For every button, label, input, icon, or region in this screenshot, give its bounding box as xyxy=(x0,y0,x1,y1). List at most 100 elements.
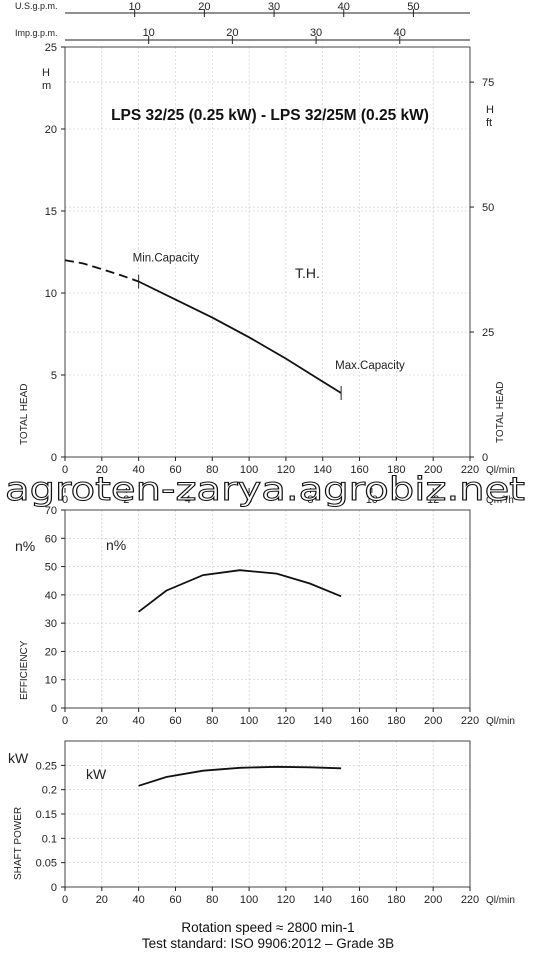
m3h-tick-label: 8 xyxy=(307,494,313,506)
footer-test-standard: Test standard: ISO 9906:2012 – Grade 3B xyxy=(142,936,394,951)
m3h-axis-unit: Qm³/h xyxy=(486,495,514,506)
y-tick-label: 20 xyxy=(45,646,57,658)
x-tick-label: 200 xyxy=(424,715,442,727)
m3h-tick-label: 2 xyxy=(123,494,129,506)
head-curve-label: T.H. xyxy=(295,265,320,281)
usgpm-tick-label: 10 xyxy=(129,1,141,13)
x-tick-label: 80 xyxy=(206,464,218,476)
m3h-tick-label: 6 xyxy=(246,494,252,506)
x-tick-label: 60 xyxy=(169,894,181,906)
efficiency-curve-label: n% xyxy=(106,537,126,553)
head-curve xyxy=(138,280,342,394)
y-tick-label: 20 xyxy=(45,124,57,136)
head-unit-left-h: H xyxy=(42,67,50,79)
y2-tick-label: 75 xyxy=(482,77,494,89)
x-tick-label: 0 xyxy=(62,464,68,476)
y-tick-label: 70 xyxy=(45,505,57,517)
y-tick-label: 0 xyxy=(51,703,57,715)
x-tick-label: 0 xyxy=(62,715,68,727)
x-tick-label: 100 xyxy=(240,715,258,727)
x-tick-label: 220 xyxy=(461,715,479,727)
x-tick-label: 80 xyxy=(206,894,218,906)
min-capacity-label: Min.Capacity xyxy=(133,253,200,265)
y-tick-label: 5 xyxy=(51,370,57,382)
x-axis-unit: Ql/min xyxy=(486,716,515,727)
y-tick-label: 0 xyxy=(51,452,57,464)
x-tick-label: 20 xyxy=(96,715,108,727)
watermark-text: agroten-zarya.agrobiz.net xyxy=(5,470,525,508)
y-tick-label: 15 xyxy=(45,206,57,218)
top-axis-usgpm-label: U.S.g.p.m. xyxy=(15,1,58,11)
x-tick-label: 20 xyxy=(96,464,108,476)
y-tick-label: 25 xyxy=(45,42,57,54)
y-tick-label: 0.05 xyxy=(36,858,57,870)
x-tick-label: 100 xyxy=(240,894,258,906)
head-unit-right-ft: ft xyxy=(486,117,492,129)
footer-rotation-speed: Rotation speed ≈ 2800 min-1 xyxy=(181,920,354,935)
x-tick-label: 180 xyxy=(387,464,405,476)
plot-frame xyxy=(64,46,471,458)
x-tick-label: 220 xyxy=(461,464,479,476)
y-tick-label: 50 xyxy=(45,562,57,574)
x-tick-label: 60 xyxy=(169,715,181,727)
power-ylabel: SHAFT POWER xyxy=(13,807,24,880)
y-tick-label: 0.2 xyxy=(42,785,57,797)
m3h-tick-label: 0 xyxy=(62,494,68,506)
usgpm-tick-label: 30 xyxy=(268,1,280,13)
y-tick-label: 30 xyxy=(45,618,57,630)
power-curve xyxy=(138,765,342,787)
x-tick-label: 140 xyxy=(314,715,332,727)
x-tick-label: 40 xyxy=(133,715,145,727)
head-ylabel-left: TOTAL HEAD xyxy=(19,384,30,446)
m3h-tick-label: 4 xyxy=(185,494,191,506)
usgpm-tick-label: 20 xyxy=(198,1,210,13)
efficiency-curve xyxy=(138,569,342,613)
x-tick-label: 20 xyxy=(96,894,108,906)
x-tick-label: 160 xyxy=(350,464,368,476)
chart-title: LPS 32/25 (0.25 kW) - LPS 32/25M (0.25 k… xyxy=(111,107,429,124)
impgpm-tick-label: 20 xyxy=(226,27,238,39)
y-tick-label: 10 xyxy=(45,288,57,300)
y-tick-label: 10 xyxy=(45,675,57,687)
y2-tick-label: 0 xyxy=(482,452,488,464)
head-ylabel-right: TOTAL HEAD xyxy=(495,382,506,444)
x-tick-label: 160 xyxy=(350,894,368,906)
y2-tick-label: 50 xyxy=(482,202,494,214)
power-curve-label: kW xyxy=(86,766,107,782)
x-tick-label: 140 xyxy=(314,894,332,906)
impgpm-tick-label: 40 xyxy=(394,27,406,39)
impgpm-tick-label: 10 xyxy=(143,27,155,39)
head-unit-left-m: m xyxy=(42,80,51,92)
y-tick-label: 0.15 xyxy=(36,809,57,821)
impgpm-tick-label: 30 xyxy=(310,27,322,39)
x-tick-label: 200 xyxy=(424,894,442,906)
head-curve-dashed xyxy=(64,259,139,283)
x-tick-label: 40 xyxy=(133,894,145,906)
y-tick-label: 0 xyxy=(51,882,57,894)
power-unit-label: kW xyxy=(8,750,29,766)
max-capacity-label: Max.Capacity xyxy=(335,360,405,372)
y2-tick-label: 25 xyxy=(482,327,494,339)
m3h-tick-label: 12 xyxy=(427,494,439,506)
y-tick-label: 0.25 xyxy=(36,760,57,772)
x-tick-label: 120 xyxy=(277,894,295,906)
usgpm-tick-label: 50 xyxy=(407,1,419,13)
x-axis-unit: Ql/min xyxy=(486,465,515,476)
y-tick-label: 40 xyxy=(45,590,57,602)
top-axis-impgpm-label: Imp.g.p.m. xyxy=(15,28,58,38)
x-tick-label: 220 xyxy=(461,894,479,906)
x-tick-label: 120 xyxy=(277,715,295,727)
x-tick-label: 60 xyxy=(169,464,181,476)
x-axis-unit: Ql/min xyxy=(486,895,515,906)
x-tick-label: 200 xyxy=(424,464,442,476)
x-tick-label: 80 xyxy=(206,715,218,727)
head-unit-right-h: H xyxy=(486,104,494,116)
x-tick-label: 100 xyxy=(240,464,258,476)
usgpm-tick-label: 40 xyxy=(338,1,350,13)
y-tick-label: 60 xyxy=(45,533,57,545)
x-tick-label: 180 xyxy=(387,894,405,906)
x-tick-label: 180 xyxy=(387,715,405,727)
plot-frame xyxy=(64,509,471,709)
x-tick-label: 0 xyxy=(62,894,68,906)
